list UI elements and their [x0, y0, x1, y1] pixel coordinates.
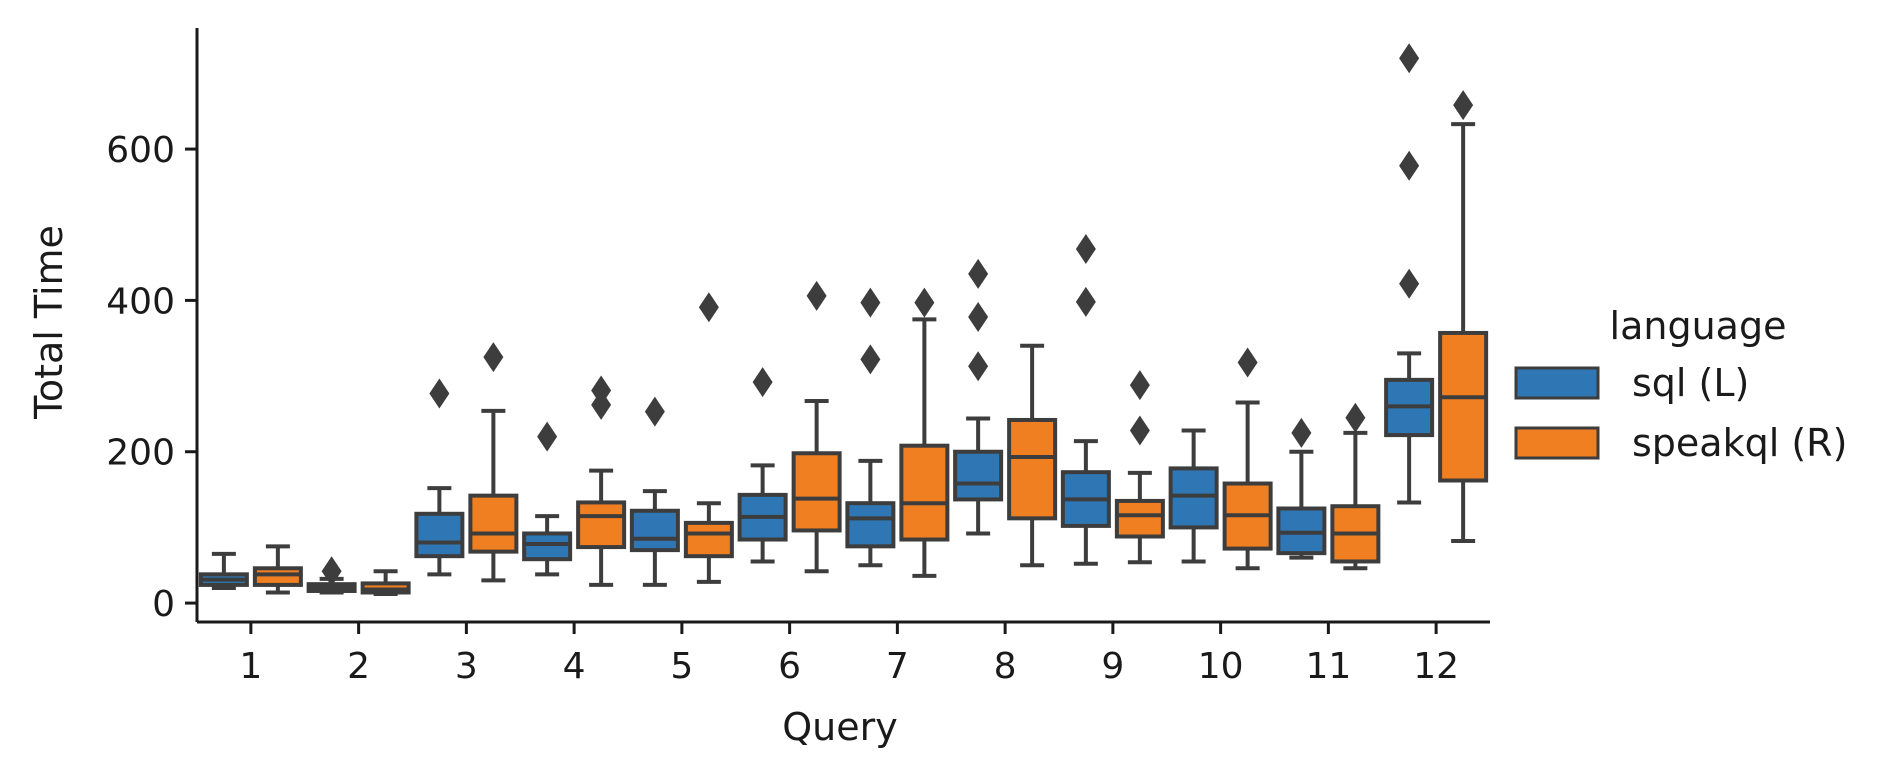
outlier-point: [1399, 268, 1420, 299]
iqr-box: [1007, 417, 1058, 521]
box-sql-query-10: [1168, 428, 1219, 564]
outlier-point: [968, 302, 989, 333]
box-speakql-query-12: [1438, 90, 1489, 544]
x-tick-label: 12: [1413, 646, 1459, 687]
outlier-point: [1237, 347, 1258, 378]
iqr-box: [629, 508, 680, 553]
outlier-point: [860, 344, 881, 375]
legend-item-sql: sql (L): [1514, 361, 1749, 405]
box-sql-query-9: [1060, 233, 1111, 566]
y-tick-label: 200: [106, 433, 175, 474]
outlier-point: [860, 287, 881, 318]
box-sql-query-1: [198, 551, 249, 590]
box-speakql-query-9: [1114, 370, 1165, 565]
outlier-point: [644, 396, 665, 427]
box-speakql-query-4: [576, 375, 627, 587]
y-tick-label: 0: [152, 584, 175, 625]
legend-item-speakql: speakql (R): [1514, 421, 1847, 465]
y-axis-title: Total Time: [27, 225, 71, 420]
outlier-point: [1453, 90, 1474, 121]
outlier-point: [429, 378, 450, 409]
outlier-point: [698, 292, 719, 323]
legend: language sql (L) speakql (R): [1514, 304, 1847, 465]
y-tick-label: 400: [106, 281, 175, 322]
box-sql-query-2: [306, 556, 357, 595]
box-speakql-query-10: [1222, 347, 1273, 571]
iqr-box: [1114, 498, 1165, 539]
box-sql-query-3: [414, 378, 465, 577]
iqr-box: [576, 500, 627, 550]
box-speakql-query-5: [683, 292, 734, 584]
iqr-box: [522, 531, 573, 562]
x-tick-label: 4: [563, 646, 586, 687]
outlier-point: [806, 280, 827, 311]
outlier-point: [968, 258, 989, 289]
iqr-box: [414, 511, 465, 559]
iqr-box: [468, 493, 519, 554]
outlier-point: [1399, 43, 1420, 74]
box-sql-query-11: [1276, 417, 1327, 560]
outlier-point: [914, 287, 935, 318]
outlier-point: [483, 342, 504, 373]
x-tick-label: 2: [347, 646, 370, 687]
iqr-box: [1438, 330, 1489, 483]
box-speakql-query-11: [1330, 402, 1381, 571]
box-sql-query-12: [1384, 43, 1435, 505]
box-speakql-query-8: [1007, 343, 1058, 568]
box-speakql-query-7: [899, 287, 950, 578]
box-sql-query-5: [629, 396, 680, 587]
legend-label: speakql (R): [1632, 421, 1847, 465]
box-speakql-query-3: [468, 342, 519, 583]
box-speakql-query-2: [360, 569, 411, 597]
iqr-box: [683, 520, 734, 559]
box-sql-query-8: [953, 258, 1004, 536]
outlier-point: [968, 351, 989, 382]
iqr-box: [1168, 466, 1219, 530]
x-tick-label: 9: [1101, 646, 1124, 687]
outlier-point: [1345, 402, 1366, 433]
outlier-point: [537, 421, 558, 452]
box-sql-query-6: [737, 367, 788, 564]
x-tick-label: 5: [670, 646, 693, 687]
outlier-point: [1291, 417, 1312, 448]
x-tick-label: 8: [994, 646, 1017, 687]
iqr-box: [791, 451, 842, 533]
outlier-point: [1399, 150, 1420, 181]
x-tick-label: 6: [778, 646, 801, 687]
box-speakql-query-6: [791, 280, 842, 574]
outlier-point: [1129, 415, 1150, 446]
outlier-point: [1129, 370, 1150, 401]
x-axis-title: Query: [782, 705, 897, 749]
plot-area: [198, 43, 1489, 597]
iqr-box: [252, 566, 303, 587]
outlier-point: [1075, 233, 1096, 264]
box-sql-query-4: [522, 421, 573, 577]
iqr-box: [899, 443, 950, 542]
x-tick-label: 1: [239, 646, 262, 687]
y-tick-label: 600: [106, 130, 175, 171]
series-speakql: [252, 90, 1489, 597]
outlier-point: [591, 375, 612, 406]
legend-swatch: [1514, 426, 1600, 460]
outlier-point: [321, 556, 342, 587]
legend-swatch: [1514, 366, 1600, 400]
x-tick-label: 7: [886, 646, 909, 687]
x-tick-label: 3: [455, 646, 478, 687]
x-tick-label: 11: [1305, 646, 1351, 687]
series-sql: [198, 43, 1435, 595]
box-speakql-query-1: [252, 544, 303, 595]
x-tick-label: 10: [1198, 646, 1244, 687]
outlier-point: [1075, 286, 1096, 317]
legend-label: sql (L): [1632, 361, 1749, 405]
iqr-box: [845, 501, 896, 549]
box-sql-query-7: [845, 287, 896, 568]
outlier-point: [752, 367, 773, 398]
legend-title: language: [1610, 304, 1787, 348]
iqr-box: [953, 449, 1004, 502]
